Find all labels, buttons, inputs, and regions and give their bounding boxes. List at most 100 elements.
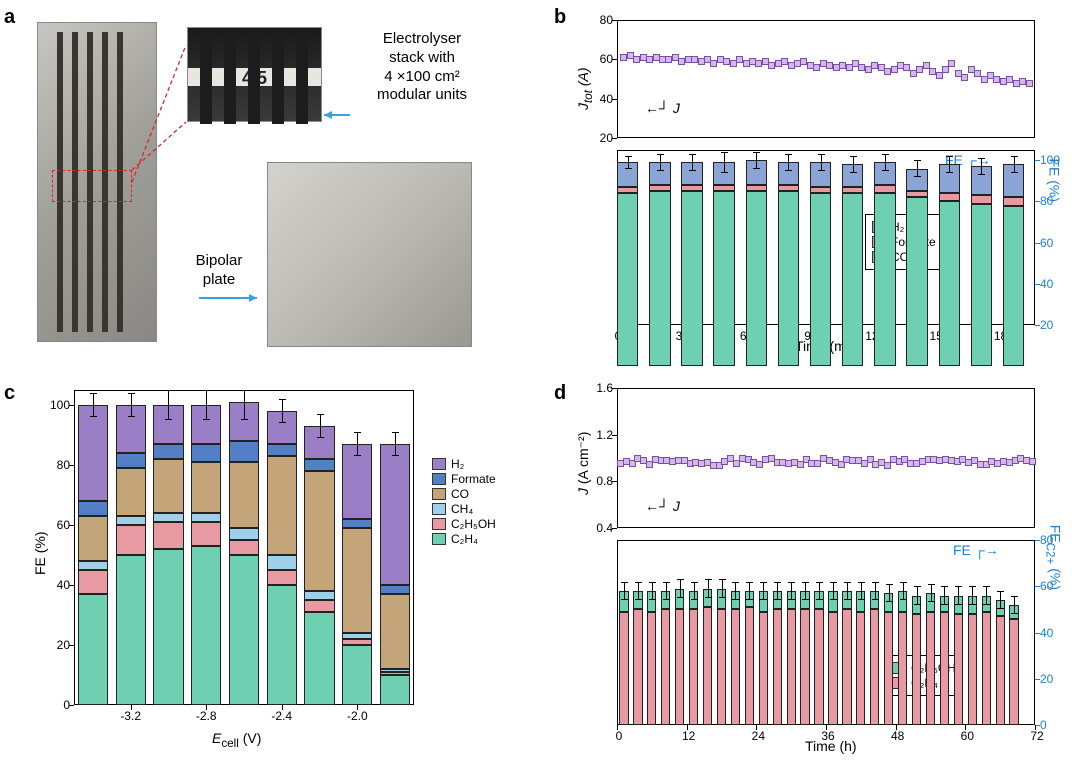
data-point [1029,458,1036,465]
xtick: -2.4 [267,709,297,723]
ytick: 0.4 [583,521,613,535]
error-bar [624,582,625,601]
bar-segment [675,609,684,725]
error-bar [847,582,848,601]
error-bar [206,390,207,420]
error-bar [853,156,854,172]
bar-segment [1009,619,1018,725]
bar-segment [304,591,334,600]
bar-segment [1003,206,1024,367]
error-bar [981,158,982,174]
ytick-right: 60 [1040,579,1053,593]
arrow-to-plate [197,290,267,306]
error-bar [282,399,283,423]
error-bar [652,582,653,601]
xtick: -2.8 [191,709,221,723]
ytick: 1.2 [583,428,613,442]
bar-segment [745,607,754,725]
legend-label: C₂H₄ [451,532,478,546]
data-point [948,60,955,67]
error-bar [735,582,736,601]
error-bar [357,432,358,456]
bar-segment [649,191,670,366]
bar-segment [800,609,809,725]
xtick: 12 [679,729,699,743]
photo-inset-ruler: 4 5 [187,27,322,122]
bar-segment [116,555,146,705]
error-bar [694,582,695,601]
xtick: 24 [748,729,768,743]
bar-segment [191,522,221,546]
ytick-right: 80 [1040,194,1053,208]
error-bar [917,586,918,605]
photo-bipolar-plate [267,162,472,347]
bar-segment [304,459,334,471]
error-bar [666,582,667,601]
bar-segment [267,555,297,570]
callout-plate-text: Bipolar plate [184,252,254,290]
bar-segment [304,612,334,705]
bar-segment [954,614,963,725]
panel-b: Jtot (A) Time (min) FE (%) ←┘ J FE ┌→ H₂… [555,12,1065,352]
error-bar [722,579,723,598]
bar-segment [342,645,372,705]
bar-segment [380,672,410,675]
ytick-right: 40 [1040,277,1053,291]
bar-segment [78,516,108,561]
bar-segment [304,600,334,612]
error-bar [131,393,132,417]
anno-FE-arrow-d: FE ┌→ [953,542,999,558]
bar-segment [717,609,726,725]
bar-segment [78,405,108,501]
ytick: 1.6 [583,381,613,395]
anno-J-arrow-d: ←┘ J [645,498,680,514]
bar-segment [842,193,863,366]
bar-segment [116,525,146,555]
arrow-to-stack [320,107,352,123]
inset-stripe [224,36,236,124]
error-bar [763,582,764,601]
bar-segment [649,185,670,191]
bar-segment [191,513,221,522]
error-bar [244,390,245,420]
xtick: -3.2 [116,709,146,723]
ytick-right: 100 [1040,153,1060,167]
ytick-right: 60 [1040,236,1053,250]
error-bar [791,582,792,601]
bar-segment [617,187,638,193]
bar-segment [267,570,297,585]
error-bar [756,152,757,168]
bar-segment [342,639,372,645]
xtick: 60 [957,729,977,743]
bar-segment [906,197,927,366]
bar-segment [906,191,927,197]
bar-segment [982,612,991,725]
error-bar [749,582,750,601]
bar-segment [380,585,410,594]
data-point [961,74,968,81]
bar-segment [619,612,628,725]
bar-segment [229,555,259,705]
bar-segment [342,633,372,639]
ytick: 20 [42,638,70,652]
bar-segment [380,675,410,705]
bar-segment [342,528,372,633]
ytick: 40 [42,578,70,592]
bar-segment [939,201,960,366]
bar-segment [267,444,297,456]
bar-segment [912,614,921,725]
inset-stripe [200,36,212,124]
bar-segment [681,191,702,366]
bar-segment [810,193,831,366]
bar-segment [874,193,895,366]
error-bar [93,393,94,417]
bar-segment [191,546,221,705]
bar-segment [116,468,146,516]
error-bar [885,154,886,170]
legend-label: CH₄ [451,502,473,516]
xtick: 36 [818,729,838,743]
bar-segment [191,444,221,462]
bar-segment [380,594,410,669]
zoom-callout-box [52,170,132,202]
error-bar [821,154,822,170]
